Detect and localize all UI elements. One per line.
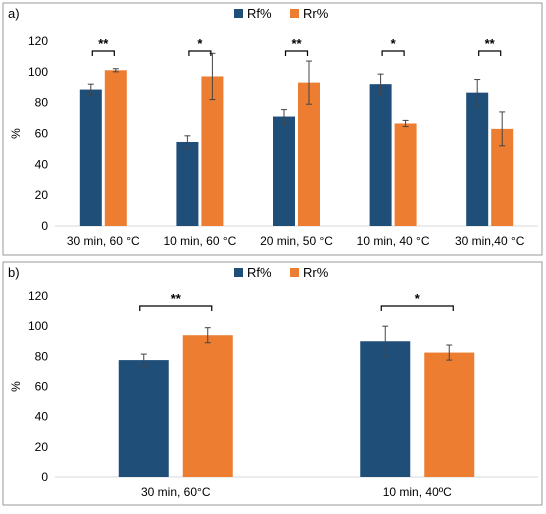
legend-swatch-rr — [290, 268, 299, 277]
y-axis-label: % — [9, 128, 23, 139]
bar-rr-0 — [182, 335, 233, 477]
significance-label: * — [197, 36, 203, 51]
significance-bracket — [139, 305, 213, 311]
bar-rr-1 — [424, 352, 475, 477]
legend-label: Rf% — [247, 6, 272, 21]
legend-swatch-rf — [234, 268, 243, 277]
bar-rf-1 — [176, 141, 199, 226]
significance-label: * — [391, 36, 397, 51]
significance-bracket — [381, 50, 405, 56]
significance-label: ** — [171, 291, 182, 306]
category-label: 30 min, 60 °C — [67, 234, 140, 248]
y-tick-label: 20 — [35, 188, 49, 202]
bar-rf-4 — [466, 92, 489, 226]
y-tick-label: 20 — [35, 440, 49, 454]
category-label: 30 min, 60°C — [141, 485, 211, 499]
legend-label: Rr% — [303, 6, 329, 21]
significance-bracket — [188, 50, 212, 56]
category-label: 10 min, 40 °C — [357, 234, 430, 248]
y-tick-label: 0 — [41, 470, 48, 484]
y-tick-label: 120 — [28, 289, 48, 303]
category-label: 30 min,40 °C — [455, 234, 525, 248]
bar-rf-0 — [79, 89, 102, 226]
panel-a-label: a) — [8, 6, 20, 21]
bar-rf-0 — [118, 360, 169, 477]
significance-bracket — [91, 50, 115, 56]
significance-label: ** — [485, 36, 496, 51]
legend-label: Rr% — [303, 265, 329, 280]
y-tick-label: 40 — [35, 157, 49, 171]
significance-label: * — [415, 291, 421, 306]
y-tick-label: 80 — [35, 349, 49, 363]
legend-label: Rf% — [247, 265, 272, 280]
bar-rf-1 — [360, 341, 411, 477]
category-label: 10 min, 40ºC — [383, 485, 452, 499]
y-tick-label: 120 — [28, 34, 48, 48]
category-label: 10 min, 60 °C — [163, 234, 236, 248]
legend-swatch-rr — [290, 9, 299, 18]
y-tick-label: 100 — [28, 319, 48, 333]
significance-label: ** — [291, 36, 302, 51]
y-tick-label: 100 — [28, 65, 48, 79]
bar-rr-3 — [394, 123, 417, 226]
significance-bracket — [380, 305, 454, 311]
significance-label: ** — [98, 36, 109, 51]
panel-b-chart: 0 20 40 60 80 100 120% Rf% Rr% ** 30 min, 60°C * 10 … — [9, 265, 538, 499]
bar-rf-3 — [369, 84, 392, 227]
panel-b-label: b) — [8, 265, 20, 280]
significance-bracket — [478, 50, 502, 56]
bar-rr-0 — [104, 70, 127, 227]
bar-rf-2 — [273, 116, 295, 226]
y-tick-label: 60 — [35, 380, 49, 394]
legend-swatch-rf — [234, 9, 243, 18]
y-tick-label: 0 — [41, 219, 48, 233]
bar-rr-2 — [298, 82, 320, 226]
bar-rr-4 — [491, 128, 514, 226]
y-tick-label: 40 — [35, 410, 49, 424]
category-label: 20 min, 50 °C — [260, 234, 333, 248]
significance-bracket — [284, 50, 309, 56]
bar-rr-1 — [201, 76, 224, 226]
y-tick-label: 60 — [35, 127, 49, 141]
y-axis-label: % — [9, 381, 23, 392]
y-tick-label: 80 — [35, 96, 49, 110]
